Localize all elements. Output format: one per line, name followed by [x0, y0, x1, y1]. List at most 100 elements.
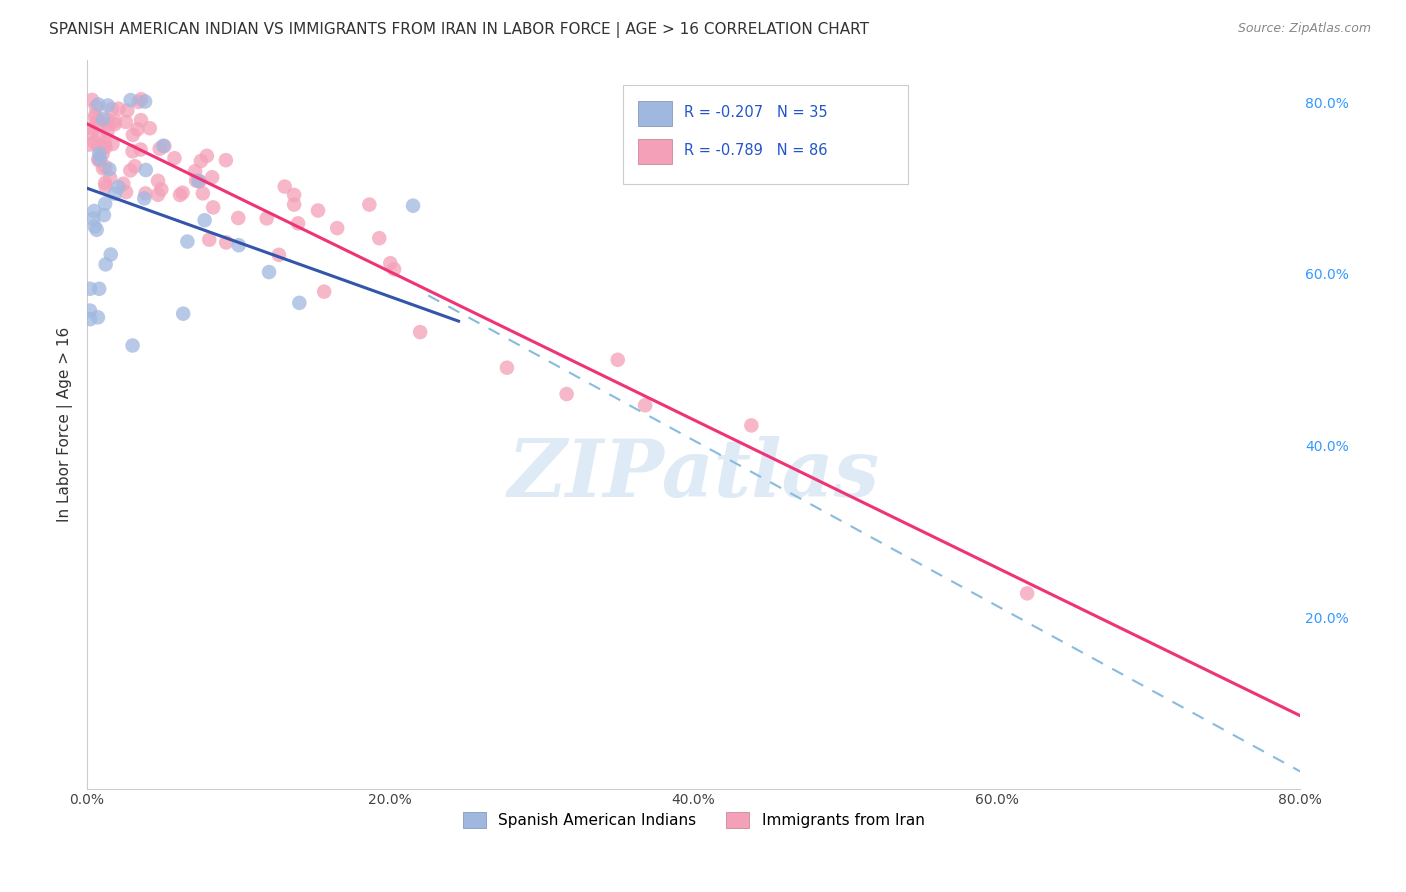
Point — [114, 115, 136, 129]
Point — [257, 265, 280, 279]
Point — [409, 325, 432, 339]
Y-axis label: In Labor Force | Age > 16: In Labor Force | Age > 16 — [58, 326, 73, 522]
Point — [124, 159, 146, 173]
Point — [555, 387, 578, 401]
Point — [98, 170, 121, 185]
Point — [101, 102, 124, 116]
Point — [80, 121, 103, 136]
Point — [127, 122, 149, 136]
Point — [201, 170, 224, 185]
Point — [256, 211, 278, 226]
Point — [283, 188, 305, 202]
Point — [380, 256, 402, 270]
Point — [215, 153, 238, 168]
Point — [83, 219, 105, 234]
FancyBboxPatch shape — [623, 85, 908, 184]
Point — [107, 180, 129, 194]
Point — [86, 114, 108, 128]
Text: ZIPatlas: ZIPatlas — [508, 436, 880, 514]
Text: R = -0.789   N = 86: R = -0.789 N = 86 — [683, 144, 827, 158]
Point — [226, 211, 249, 225]
Point — [87, 153, 110, 168]
Point — [100, 247, 122, 261]
Point — [172, 307, 194, 321]
Point — [120, 163, 142, 178]
Point — [382, 262, 405, 277]
Point — [187, 174, 209, 188]
Point — [117, 103, 139, 118]
Point — [1017, 586, 1039, 600]
Point — [188, 174, 211, 188]
Point — [87, 152, 110, 166]
Point — [84, 107, 107, 121]
Point — [94, 257, 117, 271]
Point — [91, 112, 114, 126]
Point — [273, 179, 295, 194]
Point — [98, 162, 121, 177]
Point — [134, 186, 156, 201]
Text: R = -0.207   N = 35: R = -0.207 N = 35 — [683, 105, 828, 120]
Point — [191, 186, 214, 201]
Point — [121, 338, 143, 352]
Point — [402, 199, 425, 213]
Point — [121, 145, 143, 159]
Point — [83, 135, 105, 149]
Point — [89, 146, 111, 161]
Point — [87, 310, 110, 325]
Point — [89, 152, 111, 166]
Point — [195, 149, 218, 163]
Point — [287, 216, 309, 230]
Point — [87, 129, 110, 144]
Point — [139, 121, 162, 136]
Point — [120, 93, 142, 107]
Point — [115, 185, 138, 199]
Point — [740, 418, 762, 433]
Point — [112, 177, 135, 191]
Bar — [638, 139, 672, 164]
Point — [97, 117, 120, 131]
Point — [94, 176, 117, 190]
Point — [79, 312, 101, 326]
Point — [104, 114, 127, 128]
Point — [80, 127, 103, 141]
Point — [79, 282, 101, 296]
Point — [83, 204, 105, 219]
Point — [89, 282, 111, 296]
Point — [107, 102, 129, 116]
Point — [87, 97, 110, 112]
Point — [86, 223, 108, 237]
Point — [94, 179, 117, 194]
Point — [94, 136, 117, 150]
Point — [79, 303, 101, 318]
Text: SPANISH AMERICAN INDIAN VS IMMIGRANTS FROM IRAN IN LABOR FORCE | AGE > 16 CORREL: SPANISH AMERICAN INDIAN VS IMMIGRANTS FR… — [49, 22, 869, 38]
Point — [96, 124, 118, 138]
Point — [82, 211, 104, 226]
Point — [172, 186, 194, 200]
Point — [89, 117, 111, 131]
Point — [283, 197, 305, 211]
Text: Source: ZipAtlas.com: Source: ZipAtlas.com — [1237, 22, 1371, 36]
Point — [134, 191, 156, 205]
Point — [198, 233, 221, 247]
Point — [93, 208, 115, 222]
Bar — [638, 101, 672, 126]
Point — [288, 296, 311, 310]
Point — [104, 186, 127, 201]
Point — [215, 235, 238, 250]
Point — [101, 136, 124, 151]
Point — [94, 160, 117, 174]
Point — [606, 352, 628, 367]
Point — [150, 182, 173, 196]
Point — [93, 139, 115, 153]
Legend: Spanish American Indians, Immigrants from Iran: Spanish American Indians, Immigrants fro… — [456, 805, 932, 836]
Point — [87, 139, 110, 153]
Point — [91, 147, 114, 161]
Point — [496, 360, 519, 375]
Point — [82, 93, 104, 107]
Point — [307, 203, 329, 218]
Point — [326, 221, 349, 235]
Point — [169, 188, 191, 202]
Point — [97, 98, 120, 112]
Point — [149, 142, 172, 156]
Point — [91, 161, 114, 176]
